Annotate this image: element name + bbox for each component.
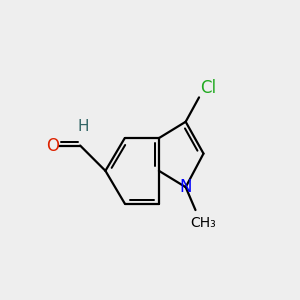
Text: N: N	[179, 178, 192, 196]
Text: Cl: Cl	[200, 80, 217, 98]
Text: H: H	[77, 119, 89, 134]
Text: O: O	[46, 136, 59, 154]
Text: CH₃: CH₃	[190, 216, 216, 230]
